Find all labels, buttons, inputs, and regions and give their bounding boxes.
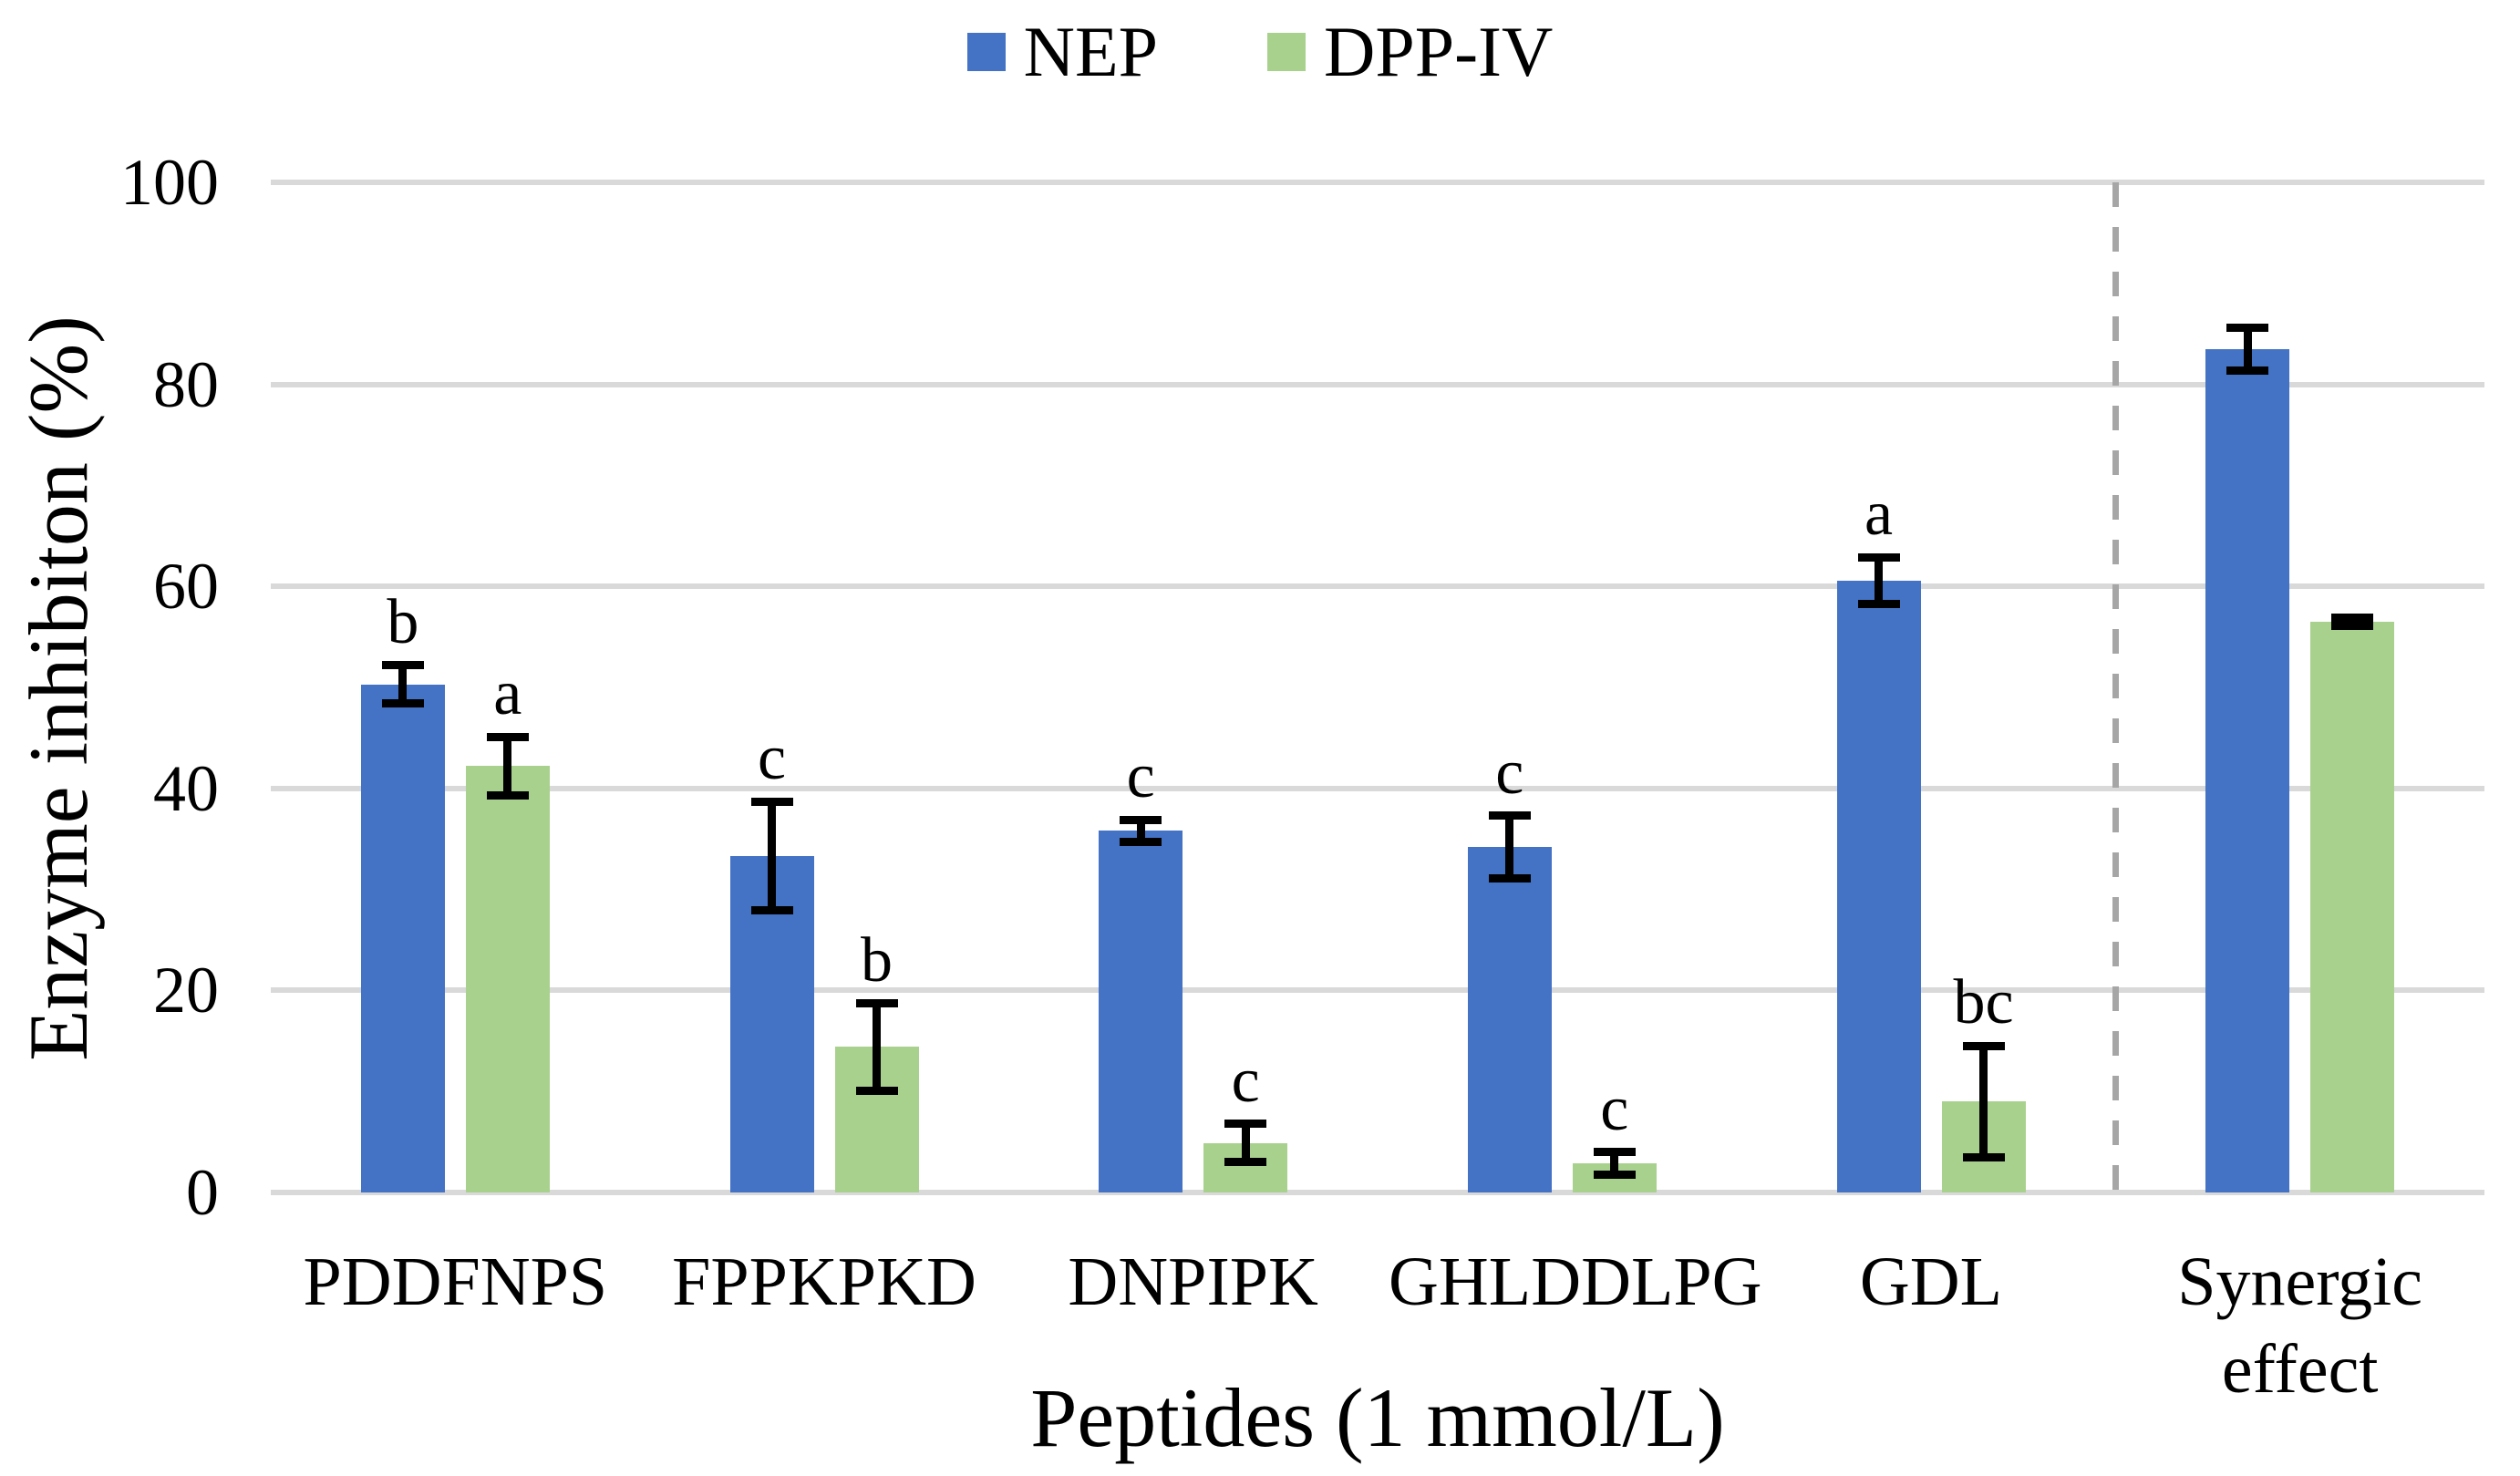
error-bar-cap xyxy=(1488,873,1531,883)
error-bar-cap xyxy=(381,699,424,708)
error-bar-cap xyxy=(2226,324,2269,333)
gridline xyxy=(271,1190,2484,1195)
error-bar-cap xyxy=(1857,599,1900,608)
significance-letter: bc xyxy=(1953,967,2014,1038)
x-axis-title: Peptides (1 mmol/L) xyxy=(1030,1371,1725,1464)
error-bar-cap xyxy=(1224,1120,1267,1129)
error-bar-cap xyxy=(486,732,529,741)
bar-nep-pddfnps xyxy=(360,684,445,1192)
gridline xyxy=(271,583,2484,590)
error-bar-cap xyxy=(750,906,793,915)
gridline xyxy=(271,381,2484,387)
error-bar xyxy=(503,737,512,796)
error-bar-cap xyxy=(1120,815,1162,824)
error-bar-cap xyxy=(2331,621,2374,630)
significance-letter: a xyxy=(493,658,522,729)
x-category-label: FPPKPKD xyxy=(672,1244,976,1320)
error-bar-cap xyxy=(1120,838,1162,847)
legend-label: DPP-IV xyxy=(1323,12,1554,91)
significance-letter: c xyxy=(757,723,787,794)
error-bar-cap xyxy=(486,791,529,800)
error-bar-cap xyxy=(1593,1170,1636,1179)
legend-swatch-icon xyxy=(966,33,1006,71)
error-bar xyxy=(873,1003,881,1091)
bar-nep-dnpipk xyxy=(1099,831,1183,1192)
error-bar-cap xyxy=(2226,366,2269,375)
significance-letter: b xyxy=(861,924,893,996)
y-tick-label: 0 xyxy=(186,1156,219,1229)
significance-letter: c xyxy=(1495,737,1524,808)
chart-legend: NEP DPP-IV xyxy=(0,16,2520,88)
error-bar-cap xyxy=(855,999,898,1008)
error-bar xyxy=(768,801,776,911)
error-bar-cap xyxy=(2331,614,2374,623)
error-bar xyxy=(1136,820,1145,842)
legend-item-dpp-iv: DPP-IV xyxy=(1266,12,1554,91)
significance-letter: c xyxy=(1126,741,1155,812)
separator-dashed-line xyxy=(2112,182,2119,1192)
error-bar-cap xyxy=(1488,811,1531,821)
y-tick-label: 60 xyxy=(153,550,219,624)
legend-swatch-icon xyxy=(1266,33,1306,71)
error-bar-cap xyxy=(750,797,793,806)
plot-area: b c c c a a b c c bc xyxy=(271,180,2484,1195)
error-bar xyxy=(2243,327,2252,371)
bar-nep-gdl xyxy=(1836,580,1921,1192)
y-tick-label: 100 xyxy=(120,146,219,219)
error-bar-cap xyxy=(1857,552,1900,562)
gridline xyxy=(271,785,2484,791)
significance-letter: c xyxy=(1231,1045,1260,1116)
significance-letter: a xyxy=(1864,479,1894,550)
error-bar-cap xyxy=(855,1086,898,1095)
error-bar-cap xyxy=(1962,1152,2005,1161)
error-bar-cap xyxy=(1224,1158,1267,1167)
error-bar-cap xyxy=(1593,1148,1636,1157)
x-category-label: DNPIPK xyxy=(1068,1244,1318,1320)
x-category-label: GDL xyxy=(1859,1244,2003,1320)
x-category-label: PDDFNPS xyxy=(303,1244,608,1320)
bar-nep-synergic-effect xyxy=(2205,348,2290,1192)
significance-letter: c xyxy=(1600,1073,1629,1144)
legend-item-nep: NEP xyxy=(966,12,1158,91)
bar-dpp-iv-pddfnps xyxy=(465,766,550,1192)
bar-dpp-iv-synergic-effect xyxy=(2310,621,2395,1192)
x-category-label: Synergic effect xyxy=(2177,1244,2423,1408)
significance-letter: b xyxy=(387,586,419,657)
error-bar xyxy=(1979,1046,1988,1158)
error-bar xyxy=(1610,1151,1619,1175)
y-axis-title: Enzyme inhibiton (%) xyxy=(12,315,105,1061)
error-bar xyxy=(1241,1123,1250,1162)
y-tick-label: 80 xyxy=(153,347,219,421)
legend-label: NEP xyxy=(1023,12,1158,91)
gridline xyxy=(271,180,2484,185)
gridline xyxy=(271,987,2484,994)
y-tick-label: 40 xyxy=(153,751,219,825)
error-bar-cap xyxy=(381,661,424,670)
x-category-label: GHLDDLPG xyxy=(1389,1244,1762,1320)
error-bar xyxy=(1875,557,1883,604)
y-tick-label: 20 xyxy=(153,954,219,1027)
error-bar xyxy=(398,665,408,704)
bar-nep-ghlddlpg xyxy=(1467,847,1552,1192)
error-bar-cap xyxy=(1962,1041,2005,1050)
error-bar xyxy=(1505,815,1514,879)
